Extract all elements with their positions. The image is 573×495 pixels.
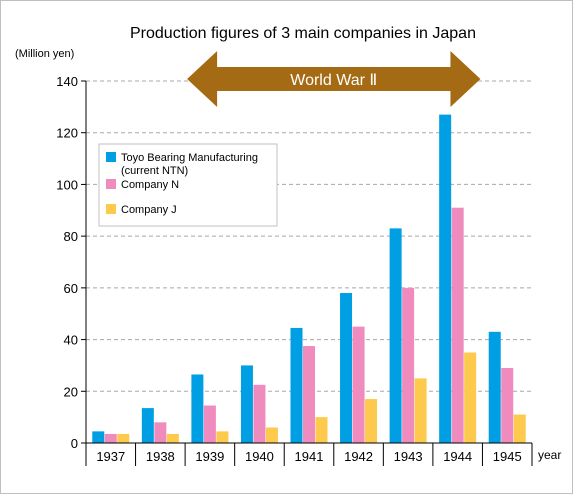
bar-1940-series-0	[240, 365, 253, 443]
y-tick-label: 80	[64, 229, 78, 244]
bar-1940-series-1	[253, 384, 266, 443]
bar-1942-series-1	[352, 326, 365, 443]
x-tick-label: 1940	[245, 449, 274, 464]
bar-1944-series-1	[451, 207, 464, 443]
y-axis-ticks: 0 20 40 60 80 100 120 140	[56, 74, 86, 451]
legend-swatch	[106, 204, 116, 214]
legend-box	[98, 143, 278, 227]
bar-1939-series-2	[216, 431, 229, 443]
x-tick-label: 1945	[493, 449, 522, 464]
bar-1940-series-2	[265, 427, 278, 443]
bar-1938-series-1	[154, 422, 167, 443]
y-tick-label: 0	[71, 436, 78, 451]
legend-label: Company J	[121, 204, 177, 216]
axes	[85, 81, 532, 444]
bar-1941-series-2	[315, 417, 328, 443]
x-tick-label: 1943	[394, 449, 423, 464]
legend-label: Company N	[121, 179, 179, 191]
y-axis-unit-label: (Million yen)	[15, 48, 74, 60]
bar-1939-series-0	[191, 374, 204, 443]
x-tick-label: 1944	[443, 449, 472, 464]
legend: Toyo Bearing Manufacturing (current NTN) C…	[98, 143, 278, 227]
bars	[92, 114, 526, 443]
chart-title: Production figures of 3 main companies i…	[130, 25, 476, 42]
y-tick-label: 140	[56, 74, 78, 89]
x-tick-label: 1938	[146, 449, 175, 464]
bar-1945-series-2	[513, 414, 526, 443]
bar-1942-series-0	[340, 293, 353, 443]
x-tick-label: 1942	[344, 449, 373, 464]
bar-1938-series-0	[141, 408, 154, 443]
world-war-arrow: World War Ⅱ	[187, 51, 481, 107]
bar-1937-series-0	[92, 431, 105, 443]
bar-1943-series-0	[389, 228, 402, 443]
y-tick-label: 120	[56, 126, 78, 141]
legend-label: Toyo Bearing Manufacturing (current NTN)	[121, 152, 258, 177]
y-tick-label: 100	[56, 177, 78, 192]
legend-swatch	[106, 152, 116, 162]
bar-1941-series-1	[303, 346, 315, 443]
x-axis-label: year	[538, 448, 561, 462]
gridlines	[86, 80, 532, 392]
bar-1943-series-2	[414, 378, 427, 443]
legend-swatch	[106, 179, 116, 189]
y-tick-label: 40	[64, 333, 78, 348]
y-tick-label: 60	[64, 281, 78, 296]
bar-1941-series-0	[290, 327, 303, 443]
x-axis-ticks: 1937 1938 1939 1940 1941 1942 1943 1944 1945	[85, 443, 533, 466]
bar-1937-series-2	[117, 433, 130, 443]
y-tick-label: 20	[64, 384, 78, 399]
bar-1944-series-2	[464, 352, 477, 443]
bar-1942-series-2	[365, 399, 378, 443]
bar-1944-series-0	[439, 114, 452, 443]
bar-1939-series-1	[203, 405, 216, 443]
bar-1938-series-2	[166, 433, 179, 443]
bar-1943-series-1	[402, 287, 415, 443]
x-tick-label: 1939	[195, 449, 224, 464]
x-tick-label: 1941	[295, 449, 324, 464]
bar-1945-series-1	[501, 368, 514, 443]
double-arrow-shape	[187, 51, 481, 107]
x-tick-label: 1937	[96, 449, 125, 464]
bar-1945-series-0	[488, 331, 501, 443]
bar-1937-series-1	[104, 433, 117, 443]
world-war-label: World War Ⅱ	[290, 72, 377, 89]
